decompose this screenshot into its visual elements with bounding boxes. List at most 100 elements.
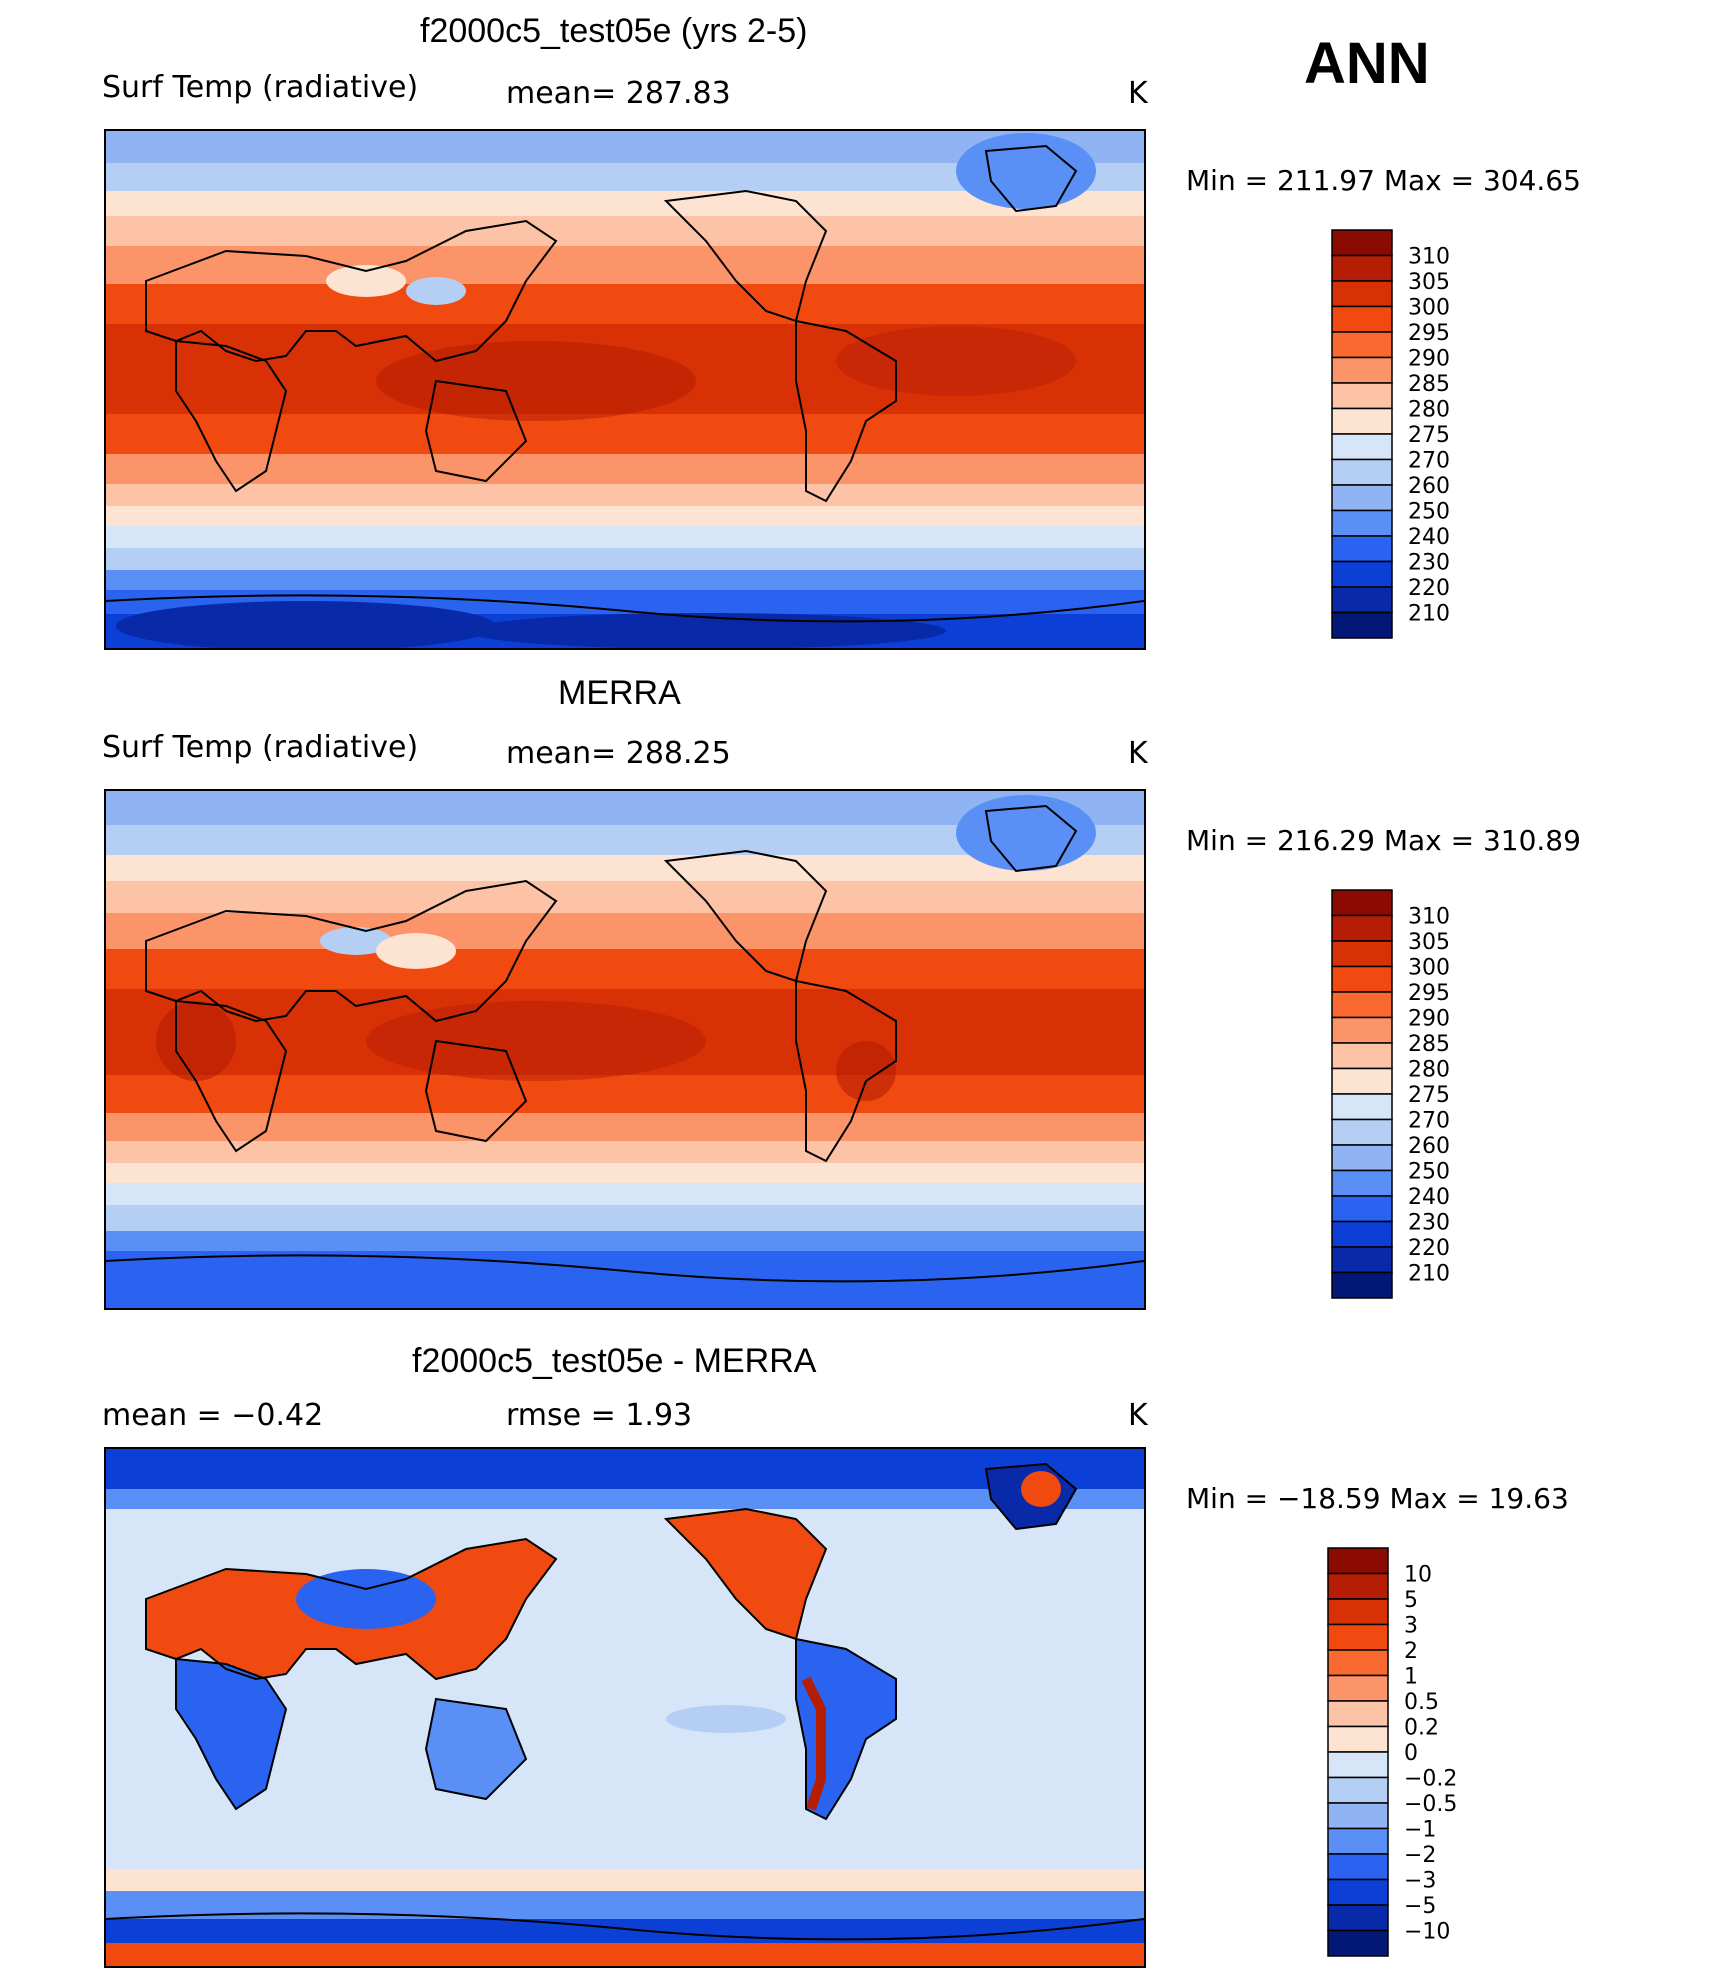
colorbar-difference-swatch (1327, 1725, 1389, 1753)
panel-2-units: K (1128, 736, 1148, 771)
colorbar-difference-tick-label: −10 (1404, 1920, 1450, 1945)
colorbar-merra-swatch (1331, 1195, 1393, 1223)
colorbar-difference-tick-label: −0.5 (1404, 1792, 1457, 1817)
colorbar-absolute: 3103053002952902852802752702602502402302… (1331, 229, 1450, 639)
colorbar-absolute-swatch (1331, 331, 1393, 359)
colorbar-difference-swatch (1327, 1700, 1389, 1728)
colorbar-merra-tick-label: 240 (1408, 1185, 1450, 1210)
colorbar-difference-swatch (1327, 1853, 1389, 1881)
colorbar-difference-swatch (1327, 1572, 1389, 1600)
panel-1-title: f2000c5_test05e (yrs 2-5) (420, 12, 808, 50)
colorbar-absolute-tick-label: 295 (1408, 321, 1450, 346)
colorbar-difference-tick-label: 2 (1404, 1639, 1418, 1664)
colorbar-absolute-swatch (1331, 509, 1393, 537)
colorbar-absolute-tick-label: 305 (1408, 270, 1450, 295)
colorbar-merra-swatch (1331, 1246, 1393, 1274)
colorbar-difference-swatch (1327, 1649, 1389, 1677)
colorbar-merra-swatch (1331, 1271, 1393, 1299)
colorbar-absolute-tick-label: 250 (1408, 500, 1450, 525)
colorbar-absolute-swatch (1331, 611, 1393, 639)
panel-2-mean: mean= 288.25 (506, 736, 731, 771)
colorbar-merra-swatch (1331, 991, 1393, 1019)
colorbar-merra-tick-label: 230 (1408, 1211, 1450, 1236)
colorbar-absolute-swatch (1331, 305, 1393, 333)
colorbar-absolute-swatch (1331, 229, 1393, 257)
colorbar-absolute-swatch (1331, 560, 1393, 588)
colorbar-merra-tick-label: 260 (1408, 1134, 1450, 1159)
colorbar-difference-tick-label: −0.2 (1404, 1767, 1457, 1792)
colorbar-absolute-tick-label: 280 (1408, 398, 1450, 423)
colorbar-absolute-swatch (1331, 433, 1393, 461)
colorbar-merra-tick-label: 220 (1408, 1236, 1450, 1261)
colorbar-merra-tick-label: 295 (1408, 981, 1450, 1006)
panel-3-mean: mean = −0.42 (102, 1398, 324, 1433)
colorbar-difference-tick-label: −2 (1404, 1843, 1436, 1868)
colorbar-absolute-tick-label: 300 (1408, 296, 1450, 321)
colorbar-merra-swatch (1331, 965, 1393, 993)
colorbar-difference-tick-label: 0 (1404, 1741, 1418, 1766)
colorbar-merra-tick-label: 275 (1408, 1083, 1450, 1108)
colorbar-difference-swatch (1327, 1878, 1389, 1906)
colorbar-absolute-merra: 3103053002952902852802752702602502402302… (1331, 889, 1450, 1299)
colorbar-difference-tick-label: 0.2 (1404, 1716, 1439, 1741)
colorbar-difference-swatch (1327, 1598, 1389, 1626)
colorbar-merra-swatch (1331, 1016, 1393, 1044)
colorbar-absolute-swatch (1331, 586, 1393, 614)
colorbar-absolute-swatch (1331, 280, 1393, 308)
colorbar-merra-tick-label: 250 (1408, 1160, 1450, 1185)
panel-1-minmax: Min = 211.97 Max = 304.65 (1186, 164, 1581, 197)
colorbar-merra-swatch (1331, 1220, 1393, 1248)
colorbar-absolute-tick-label: 285 (1408, 372, 1450, 397)
colorbar-absolute-tick-label: 260 (1408, 474, 1450, 499)
colorbar-merra-tick-label: 270 (1408, 1109, 1450, 1134)
colorbar-merra-swatch (1331, 1118, 1393, 1146)
colorbar-absolute-swatch (1331, 458, 1393, 486)
colorbar-merra-tick-label: 290 (1408, 1007, 1450, 1032)
panel-1-variable: Surf Temp (radiative) (102, 70, 419, 105)
panel-1-mean: mean= 287.83 (506, 76, 731, 111)
panel-3-minmax: Min = −18.59 Max = 19.63 (1186, 1482, 1569, 1515)
colorbar-absolute-swatch (1331, 484, 1393, 512)
colorbar-difference-tick-label: 3 (1404, 1614, 1418, 1639)
colorbar-merra-tick-label: 280 (1408, 1058, 1450, 1083)
colorbar-absolute-swatch (1331, 356, 1393, 384)
colorbar-absolute-tick-label: 275 (1408, 423, 1450, 448)
colorbar-absolute-tick-label: 290 (1408, 347, 1450, 372)
map-merra-surface-temperature (104, 789, 1146, 1310)
colorbar-merra-swatch (1331, 1144, 1393, 1172)
colorbar-merra-swatch (1331, 1169, 1393, 1197)
colorbar-difference-tick-label: 0.5 (1404, 1690, 1439, 1715)
colorbar-merra-swatch (1331, 914, 1393, 942)
colorbar-difference-swatch (1327, 1929, 1389, 1957)
colorbar-merra-tick-label: 310 (1408, 905, 1450, 930)
colorbar-difference-swatch (1327, 1547, 1389, 1575)
colorbar-difference-swatch (1327, 1776, 1389, 1804)
colorbar-absolute-tick-label: 210 (1408, 602, 1450, 627)
colorbar-absolute-swatch (1331, 254, 1393, 282)
colorbar-difference-swatch (1327, 1802, 1389, 1830)
panel-2-minmax: Min = 216.29 Max = 310.89 (1186, 824, 1581, 857)
colorbar-merra-swatch (1331, 1042, 1393, 1070)
colorbar-difference-swatch (1327, 1674, 1389, 1702)
season-label: ANN (1304, 31, 1430, 96)
map-difference-surface-temperature (104, 1447, 1146, 1968)
colorbar-difference-tick-label: −5 (1404, 1894, 1436, 1919)
colorbar-difference-tick-label: 5 (1404, 1588, 1418, 1613)
colorbar-absolute-swatch (1331, 535, 1393, 563)
colorbar-absolute-tick-label: 220 (1408, 576, 1450, 601)
panel-3-units: K (1128, 1398, 1148, 1433)
panel-2-title: MERRA (558, 674, 681, 712)
colorbar-difference-tick-label: −3 (1404, 1869, 1436, 1894)
colorbar-merra-swatch (1331, 940, 1393, 968)
colorbar-merra-tick-label: 210 (1408, 1262, 1450, 1287)
colorbar-difference-swatch (1327, 1751, 1389, 1779)
panel-3-rmse: rmse = 1.93 (506, 1398, 693, 1433)
colorbar-difference-swatch (1327, 1904, 1389, 1932)
panel-3-title: f2000c5_test05e - MERRA (412, 1342, 817, 1380)
colorbar-difference-tick-label: 1 (1404, 1665, 1418, 1690)
map-model-surface-temperature (104, 129, 1146, 650)
colorbar-absolute-swatch (1331, 382, 1393, 410)
colorbar-merra-tick-label: 305 (1408, 930, 1450, 955)
colorbar-absolute-tick-label: 230 (1408, 551, 1450, 576)
